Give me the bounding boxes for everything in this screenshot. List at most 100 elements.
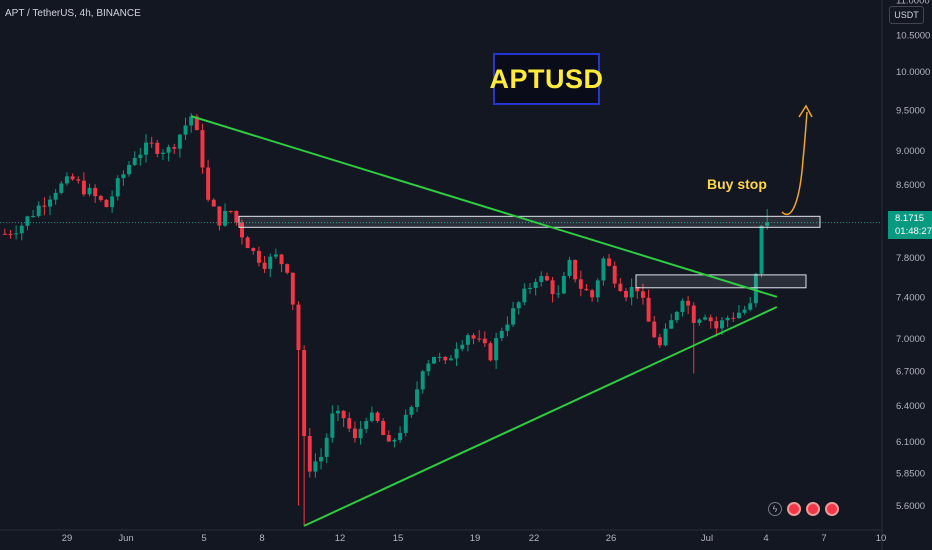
- chart-title-box: APTUSD: [490, 53, 603, 105]
- price-tick-label: 8.6000: [896, 180, 925, 191]
- candle-body: [511, 308, 516, 325]
- candle-body: [155, 142, 160, 154]
- price-tick-label: 6.4000: [896, 401, 925, 412]
- candle-body: [522, 288, 527, 303]
- candle-body: [590, 290, 595, 298]
- candle-body: [432, 356, 436, 364]
- candle-body: [629, 286, 634, 298]
- candle-body: [448, 358, 453, 361]
- candle-body: [347, 418, 352, 429]
- candle-body: [669, 320, 674, 329]
- candle-body: [516, 302, 521, 309]
- candle-body: [482, 338, 487, 344]
- candle-body: [584, 288, 589, 291]
- candle-body: [104, 199, 109, 208]
- currency-selector[interactable]: USDT: [889, 6, 924, 24]
- candle-body: [550, 280, 555, 295]
- current-price: 8.1715: [895, 213, 925, 224]
- candle-body: [640, 291, 645, 298]
- flag-icon[interactable]: [825, 502, 839, 516]
- candle-body: [149, 142, 154, 144]
- candle-body: [369, 412, 374, 422]
- time-tick-label: 8: [259, 533, 264, 544]
- candle-body: [601, 258, 606, 281]
- candle-body: [177, 134, 182, 149]
- candle-body: [14, 233, 19, 235]
- candle-body: [375, 412, 380, 421]
- candle-body: [618, 283, 623, 292]
- bar-countdown: 01:48:27: [895, 226, 932, 237]
- candle-body: [217, 206, 222, 226]
- candle-body: [392, 439, 397, 442]
- candle-body: [19, 225, 24, 234]
- candle-body: [437, 356, 442, 358]
- candle-body: [200, 130, 205, 168]
- candle-body: [708, 317, 713, 322]
- candle-body: [273, 254, 278, 257]
- candle-body: [488, 343, 493, 361]
- candle-body: [544, 276, 549, 281]
- candle-body: [183, 125, 188, 135]
- candle-body: [206, 167, 211, 200]
- candle-body: [42, 205, 47, 207]
- candle-body: [319, 456, 324, 462]
- candle-body: [70, 176, 75, 180]
- candle-body: [607, 258, 612, 266]
- trendline: [190, 115, 778, 298]
- candle-body: [2, 233, 7, 235]
- candle-body: [697, 319, 702, 323]
- candle-body: [144, 142, 148, 155]
- candle-body: [528, 288, 532, 290]
- candle-body: [460, 344, 465, 349]
- flag-icon[interactable]: [806, 502, 820, 516]
- candle-body: [753, 273, 758, 304]
- buy-stop-label: Buy stop: [707, 176, 767, 192]
- candle-body: [76, 179, 81, 181]
- candle-body: [234, 210, 239, 223]
- candle-body: [302, 350, 307, 437]
- candle-body: [121, 174, 126, 179]
- lightning-icon[interactable]: ϟ: [768, 502, 782, 516]
- drawings-layer: [0, 104, 882, 527]
- event-icons: ϟ: [768, 502, 839, 516]
- candle-body: [635, 286, 640, 292]
- candle-body: [48, 199, 52, 207]
- candle-body: [93, 187, 98, 197]
- price-tick-label: 7.8000: [896, 253, 925, 264]
- candle-body: [211, 199, 216, 207]
- candle-body: [505, 324, 510, 331]
- time-tick-label: Jul: [701, 533, 713, 544]
- price-tick-label: 11.0000: [896, 0, 930, 7]
- candle-body: [132, 157, 137, 165]
- candle-body: [59, 183, 64, 193]
- time-tick-label: 19: [470, 533, 481, 544]
- price-tick-label: 10.5000: [896, 30, 930, 41]
- candle-body: [398, 432, 403, 440]
- flag-icon[interactable]: [787, 502, 801, 516]
- arrow-head: [798, 104, 813, 118]
- candle-body: [256, 250, 261, 263]
- candle-body: [595, 280, 600, 298]
- time-tick-label: 4: [763, 533, 768, 544]
- candle-body: [228, 210, 233, 212]
- price-tick-label: 5.8500: [896, 468, 925, 479]
- time-tick-label: 29: [62, 533, 73, 544]
- candle-body: [330, 413, 335, 438]
- candle-body: [691, 305, 696, 323]
- time-tick-label: 22: [529, 533, 540, 544]
- candle-body: [759, 225, 764, 274]
- candle-body: [567, 259, 572, 276]
- time-tick-label: Jun: [118, 533, 133, 544]
- resistance-zone: [238, 215, 821, 228]
- candle-body: [279, 254, 284, 265]
- candle-body: [381, 420, 386, 436]
- time-tick-label: 15: [393, 533, 404, 544]
- candle-body: [81, 180, 86, 195]
- candle-body: [64, 176, 69, 184]
- candle-body: [646, 297, 651, 322]
- candle-body: [731, 317, 736, 319]
- candle-body: [420, 371, 425, 390]
- candle-body: [556, 293, 561, 295]
- price-tick-label: 10.0000: [896, 67, 930, 78]
